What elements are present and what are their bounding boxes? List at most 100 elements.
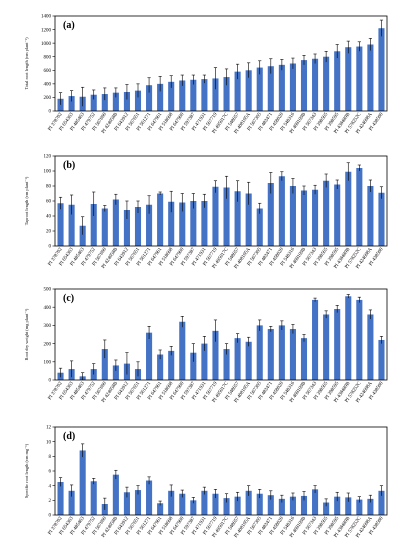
y-axis-title: Total root length (cm plant⁻¹) bbox=[24, 37, 29, 90]
bar bbox=[300, 190, 308, 246]
y-tick-label: 800 bbox=[44, 55, 52, 60]
bar bbox=[300, 495, 308, 515]
bar bbox=[134, 90, 142, 111]
y-tick-label: 200 bbox=[44, 96, 52, 101]
bar bbox=[179, 493, 186, 515]
bar bbox=[201, 490, 208, 515]
bar bbox=[201, 79, 208, 111]
bar bbox=[323, 314, 330, 380]
bar bbox=[289, 496, 296, 515]
y-tick-label: 1200 bbox=[41, 28, 52, 33]
bar bbox=[223, 187, 230, 246]
bar bbox=[134, 207, 142, 246]
bar bbox=[278, 325, 285, 380]
bar bbox=[256, 493, 263, 515]
bar bbox=[146, 204, 153, 246]
bar bbox=[168, 490, 175, 515]
bar bbox=[312, 299, 319, 380]
bar bbox=[134, 490, 142, 515]
bar bbox=[323, 56, 330, 111]
y-tick-label: 20 bbox=[46, 230, 52, 235]
y-tick-label: 2 bbox=[49, 499, 52, 504]
bar bbox=[68, 490, 75, 515]
bar bbox=[378, 490, 385, 515]
bar bbox=[245, 341, 252, 380]
bar bbox=[267, 66, 274, 111]
bar bbox=[356, 499, 363, 515]
plot-frame bbox=[54, 426, 388, 516]
panel-label: (b) bbox=[63, 160, 75, 171]
bar bbox=[101, 208, 108, 246]
y-tick-label: 0 bbox=[49, 379, 52, 384]
bar bbox=[300, 338, 308, 380]
bar bbox=[367, 186, 374, 246]
plot-frame bbox=[54, 288, 388, 381]
bar bbox=[90, 481, 97, 515]
bar bbox=[356, 46, 363, 111]
bar bbox=[278, 498, 285, 515]
bar bbox=[190, 79, 197, 111]
panel-label: (c) bbox=[63, 293, 74, 304]
y-axis-title: Root dry weight (mg plant⁻¹) bbox=[24, 308, 29, 360]
bar bbox=[212, 78, 219, 111]
bar bbox=[312, 189, 319, 246]
bar bbox=[123, 210, 130, 246]
bar bbox=[267, 495, 274, 515]
bar bbox=[378, 28, 385, 111]
bar bbox=[79, 450, 86, 515]
bar bbox=[157, 503, 164, 515]
bar bbox=[68, 204, 75, 246]
bar bbox=[267, 329, 274, 380]
panel-1: 0 200 400 600 800 1000 1200 1400 Total root leng… bbox=[24, 15, 388, 135]
bar bbox=[146, 480, 153, 515]
y-tick-label: 40 bbox=[46, 215, 52, 220]
bar bbox=[57, 482, 64, 515]
bar bbox=[334, 184, 341, 246]
bar bbox=[79, 225, 86, 246]
bar bbox=[112, 365, 119, 380]
bar bbox=[201, 343, 208, 380]
bar bbox=[378, 339, 385, 380]
plot-frame bbox=[54, 15, 388, 112]
bar bbox=[234, 191, 241, 246]
bar bbox=[168, 350, 175, 380]
y-tick-label: 100 bbox=[44, 170, 52, 175]
bar bbox=[245, 193, 252, 246]
bar bbox=[345, 497, 352, 515]
bar bbox=[179, 80, 186, 111]
bar bbox=[123, 92, 130, 111]
bar bbox=[345, 171, 352, 246]
y-tick-label: 600 bbox=[44, 69, 52, 74]
bar bbox=[300, 60, 308, 111]
bar bbox=[345, 296, 352, 380]
bar bbox=[334, 496, 341, 515]
y-tick-label: 10 bbox=[46, 440, 52, 445]
bar bbox=[146, 85, 153, 111]
bar bbox=[278, 176, 285, 246]
bar bbox=[112, 474, 119, 515]
y-tick-label: 1400 bbox=[41, 15, 52, 20]
bar bbox=[278, 64, 285, 111]
y-tick-label: 400 bbox=[44, 83, 52, 88]
y-tick-label: 12 bbox=[46, 426, 52, 431]
y-tick-label: 8 bbox=[49, 455, 52, 460]
y-tick-label: 60 bbox=[46, 200, 52, 205]
bar bbox=[245, 70, 252, 111]
bar bbox=[289, 329, 296, 380]
bar bbox=[312, 489, 319, 515]
bar bbox=[323, 180, 330, 246]
bar bbox=[146, 332, 153, 380]
bar bbox=[334, 51, 341, 111]
y-tick-label: 0 bbox=[49, 245, 52, 250]
bar bbox=[212, 493, 219, 515]
bar bbox=[212, 330, 219, 380]
bar bbox=[157, 193, 164, 246]
y-tick-label: 0 bbox=[49, 514, 52, 519]
bar bbox=[334, 309, 341, 380]
panel-label: (a) bbox=[63, 20, 75, 31]
bar bbox=[101, 94, 108, 111]
bar bbox=[57, 203, 64, 246]
panel-label: (d) bbox=[63, 431, 75, 442]
bar bbox=[168, 81, 175, 111]
bar bbox=[367, 44, 374, 111]
